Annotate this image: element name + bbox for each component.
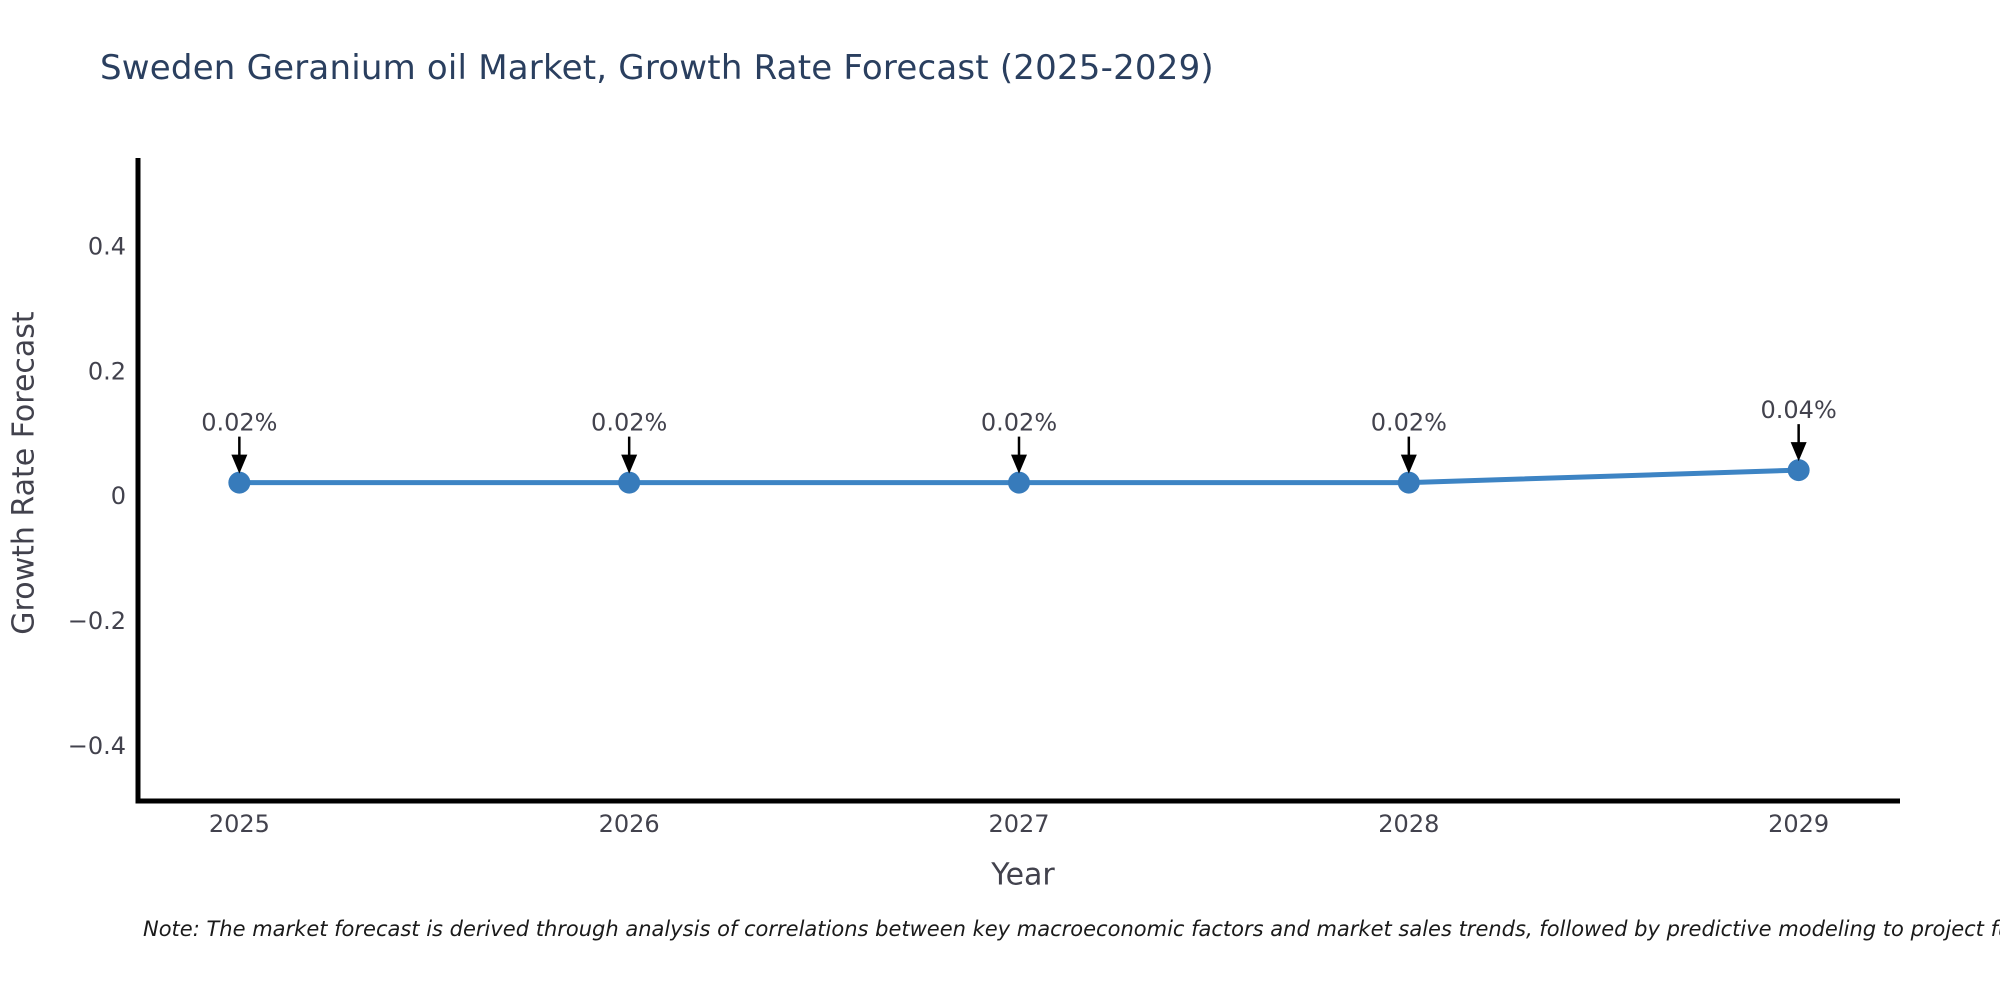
x-tick-label: 2026 [599, 810, 660, 838]
point-annotation: 0.02% [1371, 409, 1447, 437]
annotation-arrowhead [231, 454, 248, 474]
y-tick-label: 0.4 [88, 232, 126, 260]
footnote: Note: The market forecast is derived thr… [143, 917, 2000, 941]
annotation-arrowhead [1790, 442, 1807, 462]
x-tick-label: 2029 [1768, 810, 1829, 838]
annotation-arrowhead [1011, 454, 1027, 474]
point-annotation: 0.02% [591, 409, 667, 437]
data-point [1787, 459, 1810, 482]
point-annotation: 0.02% [981, 409, 1057, 437]
point-annotation: 0.04% [1761, 396, 1837, 424]
chart-title: Sweden Geranium oil Market, Growth Rate … [100, 48, 1214, 88]
y-tick-label: 0.2 [88, 357, 126, 385]
y-tick-label: 0 [111, 482, 126, 510]
y-tick-label: −0.2 [68, 607, 126, 635]
y-tick-label: −0.4 [68, 732, 126, 760]
data-point [228, 471, 251, 494]
data-point [618, 471, 641, 494]
x-tick-label: 2028 [1378, 810, 1439, 838]
data-point [1397, 471, 1420, 494]
x-axis-title: Year [991, 857, 1055, 893]
x-tick-label: 2025 [209, 810, 270, 838]
annotation-arrowhead [1400, 454, 1417, 474]
data-point [1008, 471, 1030, 494]
annotation-arrowhead [621, 454, 638, 474]
x-tick-label: 2027 [988, 810, 1049, 838]
point-annotation: 0.02% [201, 409, 277, 437]
